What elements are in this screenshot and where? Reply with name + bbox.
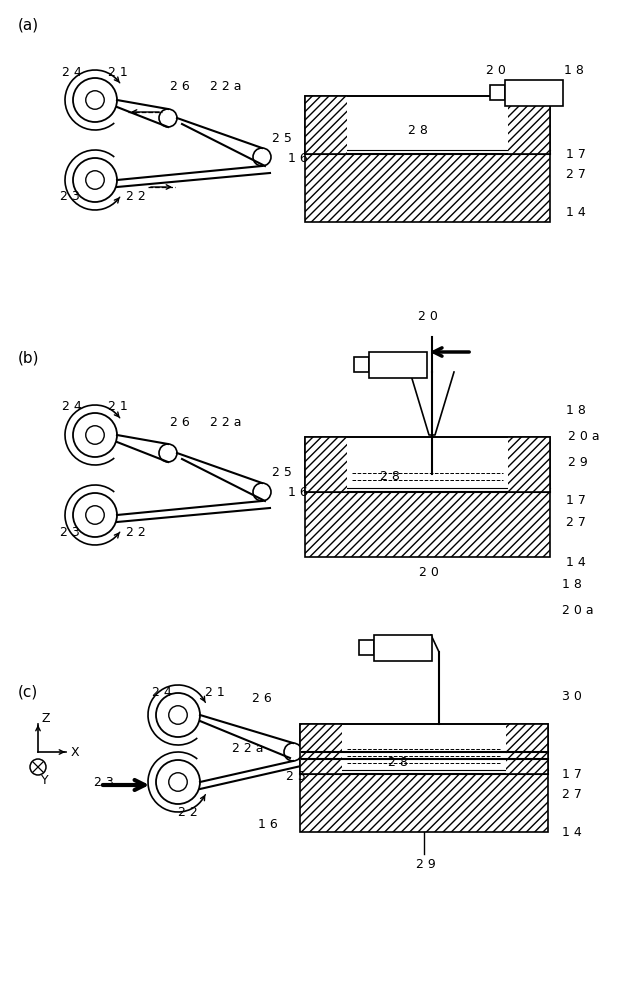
Text: 2 0 a: 2 0 a xyxy=(568,430,600,444)
Text: 1 6: 1 6 xyxy=(288,487,308,499)
Text: 2 6: 2 6 xyxy=(170,416,190,428)
Bar xyxy=(354,357,369,372)
Text: X: X xyxy=(71,746,80,758)
Text: 2 0: 2 0 xyxy=(418,310,438,324)
Text: 2 8: 2 8 xyxy=(408,123,428,136)
Bar xyxy=(305,154,550,222)
Circle shape xyxy=(86,506,104,524)
Text: 1 7: 1 7 xyxy=(562,768,582,780)
Bar xyxy=(305,437,347,492)
Circle shape xyxy=(156,760,200,804)
Text: 2 2: 2 2 xyxy=(126,190,146,204)
Bar xyxy=(359,640,374,655)
Text: 2 5: 2 5 xyxy=(272,466,292,480)
Text: 1 4: 1 4 xyxy=(566,207,586,220)
Circle shape xyxy=(73,78,117,122)
Bar xyxy=(300,724,342,774)
Text: 2 9: 2 9 xyxy=(416,857,436,870)
Text: 1 4: 1 4 xyxy=(562,826,582,840)
Text: 1 8: 1 8 xyxy=(564,64,584,77)
Text: 1 7: 1 7 xyxy=(566,148,586,161)
Bar xyxy=(305,96,347,154)
Bar xyxy=(305,96,550,154)
Text: 2 0 a: 2 0 a xyxy=(562,603,594,616)
Text: 2 4: 2 4 xyxy=(62,66,82,79)
Text: 1 8: 1 8 xyxy=(562,578,582,590)
Bar xyxy=(505,80,563,106)
Text: 2 1: 2 1 xyxy=(108,400,128,414)
Text: 2 3: 2 3 xyxy=(94,776,114,788)
Text: 2 2: 2 2 xyxy=(126,526,146,538)
Text: 2 0: 2 0 xyxy=(486,64,506,77)
Text: 2 7: 2 7 xyxy=(566,516,586,530)
Bar xyxy=(300,724,548,774)
Circle shape xyxy=(86,171,104,189)
Bar xyxy=(369,352,427,378)
Circle shape xyxy=(159,444,177,462)
Bar xyxy=(508,437,550,492)
Circle shape xyxy=(169,773,187,791)
Text: 2 2 a: 2 2 a xyxy=(232,742,263,754)
Circle shape xyxy=(86,91,104,109)
Circle shape xyxy=(30,759,46,775)
Bar xyxy=(305,437,550,492)
Text: 2 9: 2 9 xyxy=(568,456,587,470)
Text: 1 8: 1 8 xyxy=(566,403,586,416)
Text: (c): (c) xyxy=(18,684,39,700)
Text: 1 4: 1 4 xyxy=(566,556,586,568)
Bar xyxy=(508,96,550,154)
Text: 2 8: 2 8 xyxy=(380,471,400,484)
Text: 1 7: 1 7 xyxy=(566,493,586,506)
Text: 3 0: 3 0 xyxy=(562,690,582,702)
Text: 2 6: 2 6 xyxy=(252,692,272,704)
Circle shape xyxy=(253,483,271,501)
Circle shape xyxy=(156,693,200,737)
Text: 2 5: 2 5 xyxy=(272,131,292,144)
Text: 2 1: 2 1 xyxy=(108,66,128,79)
Text: 2 6: 2 6 xyxy=(170,81,190,94)
Circle shape xyxy=(73,493,117,537)
Bar xyxy=(374,635,432,661)
Text: 2 4: 2 4 xyxy=(152,686,172,698)
Circle shape xyxy=(253,148,271,166)
Bar xyxy=(300,774,548,832)
Text: 2 1: 2 1 xyxy=(205,686,225,698)
Text: 2 2 a: 2 2 a xyxy=(210,81,241,94)
Bar xyxy=(305,492,550,557)
Text: 2 2 a: 2 2 a xyxy=(210,416,241,428)
Text: 2 7: 2 7 xyxy=(566,167,586,180)
Text: 2 7: 2 7 xyxy=(562,788,582,800)
Text: (b): (b) xyxy=(18,351,40,365)
Bar xyxy=(305,437,550,492)
Text: 2 4: 2 4 xyxy=(62,400,82,414)
Text: 1 6: 1 6 xyxy=(288,151,308,164)
Text: Y: Y xyxy=(41,774,49,786)
Text: 2 2: 2 2 xyxy=(178,806,198,820)
Circle shape xyxy=(169,706,187,724)
Text: (a): (a) xyxy=(18,17,39,32)
Circle shape xyxy=(73,413,117,457)
Circle shape xyxy=(86,426,104,444)
Text: 2 3: 2 3 xyxy=(60,190,80,204)
Text: Z: Z xyxy=(41,712,49,726)
Circle shape xyxy=(73,158,117,202)
Bar xyxy=(506,724,548,774)
Circle shape xyxy=(159,109,177,127)
Text: 2 8: 2 8 xyxy=(388,756,408,768)
Text: 2 3: 2 3 xyxy=(60,526,80,538)
Text: 2 0: 2 0 xyxy=(419,566,439,578)
Text: 2 5: 2 5 xyxy=(286,770,306,782)
Text: 1 6: 1 6 xyxy=(258,818,278,832)
Circle shape xyxy=(284,743,302,761)
Bar xyxy=(305,96,550,154)
Bar xyxy=(490,85,505,100)
Bar xyxy=(300,724,548,774)
